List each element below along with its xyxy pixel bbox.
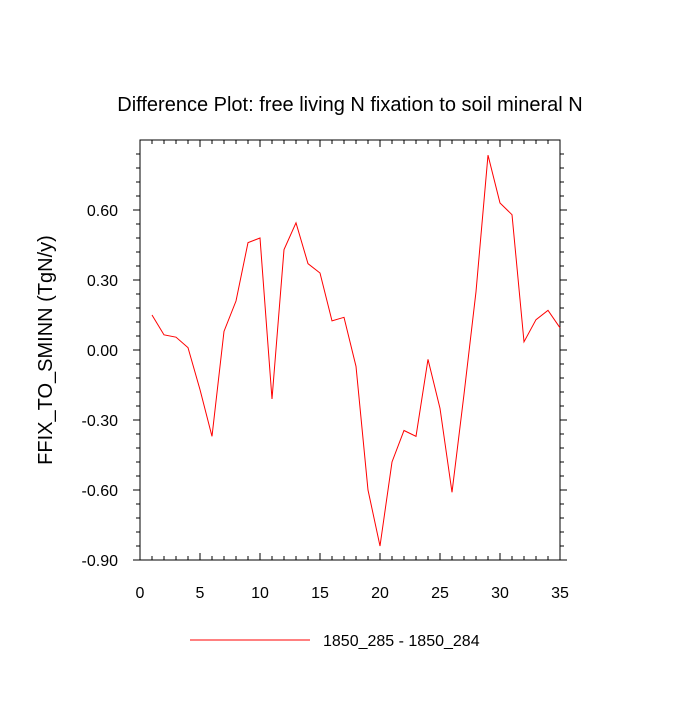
ticks-layer (133, 140, 567, 561)
y-tick-label: 0.30 (87, 273, 118, 290)
y-tick-label: -0.60 (82, 483, 119, 500)
x-tick-label: 5 (196, 585, 205, 602)
x-tick-label: 20 (371, 585, 389, 602)
y-axis-label: FFIX_TO_SMINN (TgN/y) (35, 235, 57, 465)
x-tick-label: 35 (551, 585, 569, 602)
series-line-0 (151, 155, 561, 547)
legend: 1850_285 - 1850_284 (190, 633, 480, 650)
x-tick-label: 10 (251, 585, 269, 602)
x-tick-label: 25 (431, 585, 449, 602)
x-tick-label: 0 (136, 585, 145, 602)
legend-label: 1850_285 - 1850_284 (323, 633, 480, 650)
y-tick-label: -0.90 (82, 553, 119, 570)
chart-title: Difference Plot: free living N fixation … (117, 94, 582, 116)
plot-frame (139, 139, 561, 561)
x-tick-label: 15 (311, 585, 329, 602)
series-layer (151, 155, 561, 547)
y-tick-labels: -0.90 -0.60 -0.30 0.00 0.30 0.60 (82, 203, 119, 570)
x-tick-labels: 0 5 10 15 20 25 30 35 (136, 585, 569, 602)
y-tick-label: 0.00 (87, 343, 118, 360)
y-tick-label: -0.30 (82, 413, 119, 430)
x-tick-label: 30 (491, 585, 509, 602)
y-tick-label: 0.60 (87, 203, 118, 220)
